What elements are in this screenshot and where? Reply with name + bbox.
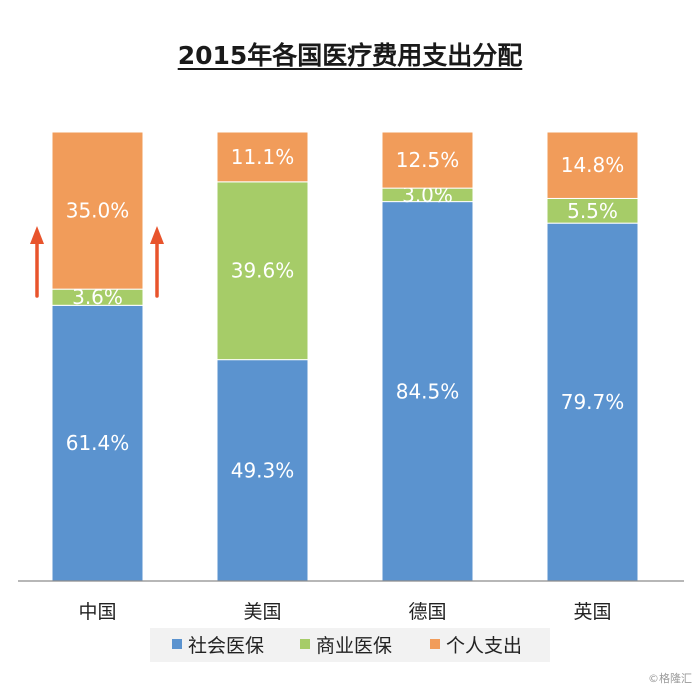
legend-swatch xyxy=(300,639,310,649)
bar-value-label: 49.3% xyxy=(231,458,295,482)
watermark: ©格隆汇 xyxy=(648,672,692,685)
bar-value-label: 61.4% xyxy=(66,431,130,455)
bar-value-label: 5.5% xyxy=(567,199,618,223)
bar-value-label: 14.8% xyxy=(561,153,625,177)
bar-value-label: 11.1% xyxy=(231,145,295,169)
bar-segment-1-1 xyxy=(216,181,309,361)
legend: 社会医保 商业医保 个人支出 xyxy=(150,628,550,662)
bar-value-label: 35.0% xyxy=(66,199,130,223)
annotation-arrows xyxy=(30,226,164,298)
category-label: 美国 xyxy=(243,601,281,623)
legend-swatch xyxy=(430,639,440,649)
legend-background xyxy=(150,628,550,662)
category-labels: 中国 美国 德国 英国 xyxy=(78,601,611,623)
bar-value-label: 12.5% xyxy=(396,148,460,172)
up-arrow-icon xyxy=(150,226,164,298)
category-label: 中国 xyxy=(78,601,116,623)
bar-segment-1-2 xyxy=(216,131,309,183)
bar-segment-0-0 xyxy=(51,304,144,582)
legend-swatch xyxy=(172,639,182,649)
bar-value-label: 79.7% xyxy=(561,390,625,414)
legend-label: 个人支出 xyxy=(446,635,522,657)
up-arrow-icon xyxy=(30,226,44,298)
bars-group: 61.4%3.6%35.0%49.3%39.6%11.1%84.5%3.0%12… xyxy=(51,131,639,582)
bar-segment-3-2 xyxy=(546,131,639,199)
bar-segment-2-2 xyxy=(381,131,474,189)
bar-segment-2-0 xyxy=(381,201,474,582)
category-label: 英国 xyxy=(573,601,611,623)
legend-label: 社会医保 xyxy=(188,635,264,657)
bar-segment-0-2 xyxy=(51,131,144,290)
bar-value-label: 39.6% xyxy=(231,259,295,283)
category-label: 德国 xyxy=(408,601,446,623)
chart-title: 2015年各国医疗费用支出分配 xyxy=(177,41,523,70)
bar-segment-3-0 xyxy=(546,222,639,582)
bar-value-label: 84.5% xyxy=(396,379,460,403)
legend-label: 商业医保 xyxy=(316,635,392,657)
